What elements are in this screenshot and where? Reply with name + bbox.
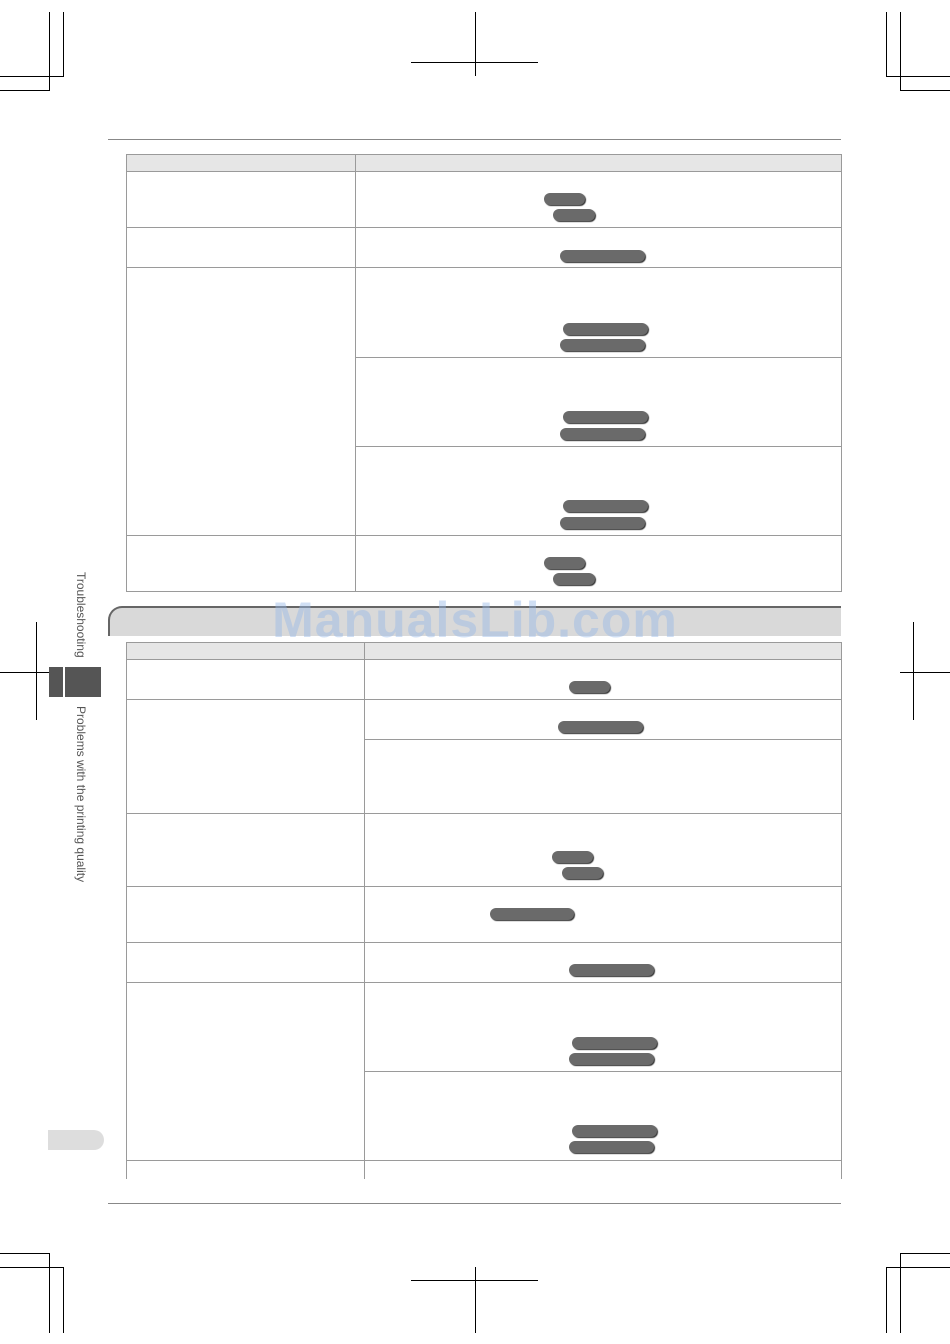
table-row (126, 813, 842, 887)
link-badge[interactable] (552, 851, 593, 863)
side-section-label[interactable]: Problems with the printing quality (74, 706, 88, 883)
measures-cell (364, 699, 842, 740)
cause-cell (126, 699, 365, 814)
table-2 (126, 642, 842, 1179)
measures-cell (364, 886, 842, 943)
cause-cell (126, 227, 356, 268)
link-badge[interactable] (572, 1037, 657, 1049)
cause-cell (126, 942, 365, 983)
chapter-tab-marker (49, 667, 101, 697)
link-badge[interactable] (569, 681, 610, 693)
measures-cell (355, 535, 842, 592)
link-badge[interactable] (563, 411, 648, 423)
link-badge[interactable] (572, 1125, 657, 1137)
link-badge[interactable] (553, 209, 595, 221)
link-badge[interactable] (569, 1141, 654, 1153)
measures-cell (355, 227, 842, 268)
table-row (127, 739, 842, 814)
measures-cell (364, 813, 842, 887)
link-badge[interactable] (544, 193, 585, 205)
link-badge[interactable] (569, 1053, 654, 1065)
chapter-tab-divider (63, 667, 65, 697)
table-header-row (126, 642, 842, 660)
table-row (126, 1160, 842, 1179)
cause-cell (126, 813, 365, 887)
header-cell-measures (364, 642, 842, 660)
watermark: ManualsLib.com (272, 592, 678, 648)
cause-cell (126, 982, 365, 1161)
header-cell-cause (126, 154, 356, 172)
cause-cell (126, 886, 365, 943)
link-badge[interactable] (544, 557, 585, 569)
measures-cell (355, 267, 842, 358)
cause-cell (126, 171, 356, 228)
table-row (126, 659, 842, 700)
link-badge[interactable] (560, 517, 645, 529)
measures-cell (355, 171, 842, 228)
table-row (127, 1071, 842, 1161)
measures-cell (364, 1160, 842, 1179)
link-badge[interactable] (490, 908, 574, 920)
table-row (127, 357, 842, 447)
link-badge[interactable] (558, 721, 643, 733)
link-badge[interactable] (569, 964, 654, 976)
table-row (126, 699, 842, 814)
measures-cell (364, 659, 842, 700)
link-badge[interactable] (563, 323, 648, 335)
cause-cell (126, 535, 356, 592)
side-chapter-label[interactable]: Troubleshooting (74, 572, 88, 658)
link-badge[interactable] (560, 428, 645, 440)
cause-cell (126, 659, 365, 700)
link-badge[interactable] (553, 573, 595, 585)
header-cell-cause (126, 642, 365, 660)
table-row (126, 267, 842, 536)
table-header-row (126, 154, 842, 172)
measures-cell (355, 357, 842, 447)
link-badge[interactable] (560, 339, 645, 351)
footer-rule (108, 1203, 841, 1204)
link-badge[interactable] (560, 250, 645, 262)
cause-cell (126, 267, 356, 536)
measures-cell (364, 1071, 842, 1161)
link-badge[interactable] (563, 500, 648, 512)
table-row (126, 942, 842, 983)
measures-cell (355, 446, 842, 536)
header-cell-measures (355, 154, 842, 172)
table-row (126, 886, 842, 943)
section-heading-bar (108, 606, 841, 636)
table-row (126, 982, 842, 1161)
cause-cell (126, 1160, 365, 1179)
table-row (126, 535, 842, 592)
measures-cell (364, 942, 842, 983)
table-row (126, 227, 842, 268)
page-number-tab (48, 1130, 104, 1150)
table-1 (126, 154, 842, 592)
measures-cell (364, 739, 842, 814)
measures-cell (364, 982, 842, 1072)
link-badge[interactable] (562, 867, 603, 879)
table-row (126, 171, 842, 228)
header-rule (108, 139, 841, 140)
